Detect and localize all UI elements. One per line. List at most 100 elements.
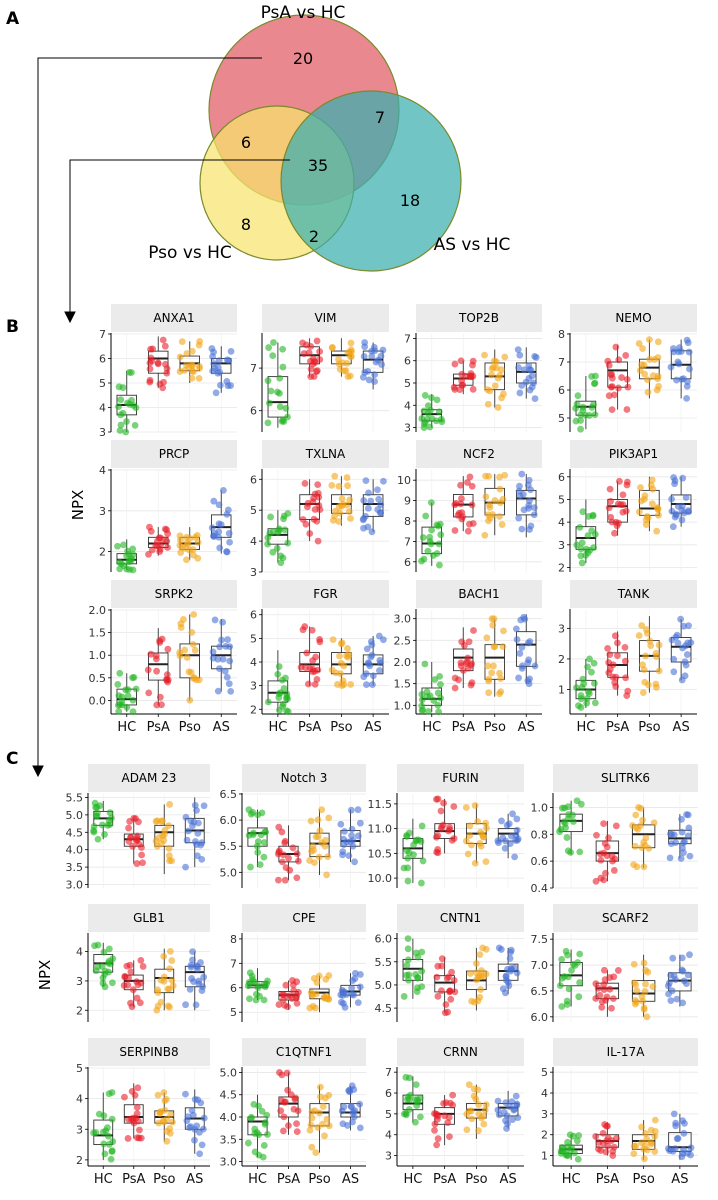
data-point [681,838,688,846]
data-point [316,348,324,355]
data-point [426,533,434,541]
data-point [655,641,663,649]
data-point [479,972,487,980]
y-tick-label: 4.5 [66,826,84,839]
data-point [169,1118,176,1126]
data-point [252,996,260,1004]
data-point [100,948,108,956]
data-point [293,874,301,882]
box-hc [114,669,140,716]
data-point [435,408,443,416]
connector-arrows [32,57,290,778]
data-point [311,490,319,498]
data-point [501,471,509,479]
data-point [109,1138,117,1145]
data-point [379,346,387,354]
data-point [260,839,268,846]
data-point [602,869,609,877]
x-tick-label: HC [248,1172,267,1187]
data-point [120,541,127,549]
facet-strip [416,580,542,608]
data-point [312,1004,319,1012]
data-point [316,636,324,643]
y-tick-label: 5 [250,504,257,517]
y-tick-label: 7 [385,1066,392,1079]
box-pso [306,806,333,879]
data-point [486,514,494,522]
data-point [343,474,351,481]
box-iqr [516,489,537,516]
data-point [223,673,231,681]
data-point [187,961,195,969]
data-point [570,818,577,825]
data-point [512,625,520,633]
y-tick-label: 5 [558,412,565,425]
data-point [591,411,599,419]
data-point [488,371,495,379]
facet-strip [570,304,697,332]
facet-ncf2: NCF2 6 7 8 9 10 [397,440,542,572]
data-point [311,1107,319,1115]
data-point [424,402,432,410]
data-point [418,948,426,956]
y-tick-label: 6.5 [531,985,549,998]
data-point [564,1138,571,1146]
y-tick-label: 3 [76,975,83,988]
data-point [134,1084,142,1092]
y-tick-label: 10 [397,474,411,487]
data-point [342,367,350,375]
data-point [457,481,464,489]
data-point [215,665,223,673]
data-point [464,654,472,662]
box-as [182,948,208,1011]
box-pso [635,616,663,696]
data-point [133,994,141,1002]
data-point [421,392,429,399]
data-point [486,504,494,511]
data-point [117,421,125,429]
data-point [192,533,199,541]
data-point [216,381,224,389]
data-point [468,660,475,667]
data-point [371,378,378,385]
data-point [188,347,196,355]
data-point [565,985,573,993]
data-point [678,828,686,836]
data-point [123,962,131,970]
data-point [666,854,674,862]
facet-strip [88,764,210,792]
x-tick-label: AS [186,1172,203,1187]
data-point [434,701,442,709]
data-point [515,514,523,522]
data-point [669,345,677,352]
data-point [607,370,615,378]
data-point [260,996,268,1004]
data-point [196,1150,204,1158]
data-point [194,829,202,837]
data-point [594,984,602,992]
data-point [300,350,308,357]
data-point [480,1120,488,1128]
data-point [683,395,691,402]
data-point [286,866,294,874]
data-point [563,997,571,1005]
data-point [481,531,489,539]
data-point [468,482,476,490]
data-point [244,1139,252,1147]
data-point [190,978,197,986]
data-point [673,995,681,1003]
box-pso [630,954,657,1021]
box-hc [556,947,584,1010]
data-point [586,546,594,554]
venn-count-psa-pso: 6 [241,133,251,152]
data-point [335,482,343,490]
data-point [665,990,672,998]
data-point [153,667,160,675]
data-point [377,352,385,360]
box-hc [556,797,585,856]
y-tick-label: 4 [99,464,106,477]
y-tick-label: 5 [99,377,106,390]
facet-strip [111,580,237,608]
data-point [597,856,605,864]
data-point [189,640,197,648]
